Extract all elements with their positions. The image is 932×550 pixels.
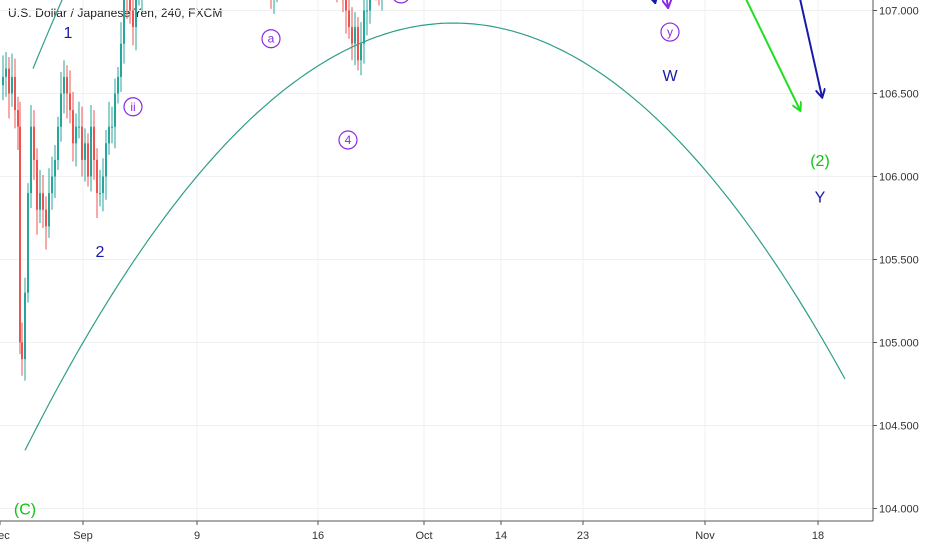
candle-body xyxy=(2,76,4,86)
y-tick-label: 104.500 xyxy=(879,421,919,433)
wave-label-circle xyxy=(338,130,358,150)
wave-label: ii xyxy=(130,100,135,114)
candle-body xyxy=(369,0,371,11)
candle-body xyxy=(17,110,19,127)
x-tick-label: Sep xyxy=(73,530,93,542)
wave-label-circle xyxy=(660,22,680,42)
candle-body xyxy=(8,68,10,94)
projection-arrow xyxy=(745,0,800,110)
x-tick-label: 16 xyxy=(312,530,324,542)
candle-body xyxy=(69,93,71,111)
candle-body xyxy=(93,126,95,160)
candle-body xyxy=(345,0,347,11)
candle-body xyxy=(30,126,32,194)
candle-body xyxy=(81,126,83,160)
candle-body xyxy=(39,193,41,210)
candle-body xyxy=(123,0,125,44)
projection-arrow xyxy=(568,0,655,2)
candle-body xyxy=(135,0,137,28)
projection-arrow xyxy=(799,0,822,97)
y-tick-label: 106.500 xyxy=(879,89,919,101)
candles xyxy=(2,0,383,381)
candle-body xyxy=(87,143,89,177)
x-tick-label: Nov xyxy=(695,530,715,542)
y-tick-label: 105.000 xyxy=(879,338,919,350)
wave-label: y xyxy=(667,25,673,39)
x-axis: Sep 9 16 Oct 14 23 Nov 18 Dec xyxy=(0,520,873,542)
chart-title: U.S. Dollar / Japanese Yen, 240, FXCM xyxy=(8,6,223,20)
candle-body xyxy=(99,193,101,195)
candle-body xyxy=(48,193,50,227)
candle-body xyxy=(357,27,359,61)
candle-body xyxy=(363,10,365,44)
candle-body xyxy=(354,27,356,44)
candle-body xyxy=(19,126,21,343)
candle-body xyxy=(351,27,353,44)
candle-body xyxy=(348,10,350,28)
y-tick-label: 107.000 xyxy=(879,6,919,18)
wave-label-circle xyxy=(123,97,143,117)
candle-body xyxy=(33,126,35,160)
x-tick-label: 14 xyxy=(495,530,507,542)
x-tick-label: 23 xyxy=(577,530,589,542)
x-tick-label: Oct xyxy=(415,530,432,542)
candle-body xyxy=(57,126,59,160)
y-tick-label: 105.500 xyxy=(879,255,919,267)
lower-channel-curve xyxy=(24,22,846,451)
wave-label: ii xyxy=(398,0,403,1)
x-tick-label: 18 xyxy=(812,530,824,542)
wave-label: a xyxy=(268,32,275,46)
candle-body xyxy=(366,10,368,12)
y-tick-label: 106.000 xyxy=(879,172,919,184)
candle-body xyxy=(42,193,44,210)
candle-body xyxy=(102,176,104,194)
candle-body xyxy=(96,159,98,194)
candle-body xyxy=(105,143,107,177)
candle-body xyxy=(54,159,56,177)
wave-label-circle xyxy=(261,29,281,49)
candle-body xyxy=(360,43,362,61)
candle-body xyxy=(108,126,110,144)
wave-label: 1 xyxy=(64,25,73,42)
wave-label: 4 xyxy=(345,133,352,147)
candle-body xyxy=(132,10,134,28)
candle-body xyxy=(78,126,80,128)
candle-body xyxy=(63,76,65,94)
wave-label: 2 xyxy=(96,244,105,261)
candle-body xyxy=(36,159,38,210)
projection-arrow xyxy=(614,0,668,7)
candle-body xyxy=(27,193,29,293)
candle-body xyxy=(24,292,26,360)
grid xyxy=(0,0,873,521)
x-tick-label: Dec xyxy=(0,530,10,542)
candle-body xyxy=(72,110,74,144)
wave-label-circle xyxy=(393,0,409,4)
y-tick-label: 104.000 xyxy=(879,504,919,516)
wave-label: Y xyxy=(815,189,826,206)
candle-body xyxy=(129,0,131,11)
candle-body xyxy=(14,76,16,111)
candle-body xyxy=(111,126,113,128)
candle-body xyxy=(60,93,62,127)
wave-label: (2) xyxy=(810,153,830,170)
candle-body xyxy=(51,176,53,194)
candle-body xyxy=(84,143,86,160)
candle-body xyxy=(75,126,77,144)
candle-body xyxy=(90,126,92,177)
wave-label: (C) xyxy=(14,502,36,519)
candle-body xyxy=(114,93,116,127)
y-axis-background xyxy=(873,0,932,550)
wave-label: W xyxy=(662,68,678,85)
candle-body xyxy=(120,43,122,77)
candle-body xyxy=(66,76,68,94)
candle-body xyxy=(117,76,119,94)
candle-body xyxy=(5,68,7,77)
candle-body xyxy=(21,342,23,360)
candle-body xyxy=(45,209,47,227)
y-axis: 110.000109.500109.000108.500108.000107.5… xyxy=(872,0,932,550)
x-tick-label: 9 xyxy=(194,530,200,542)
candle-body xyxy=(11,76,13,94)
